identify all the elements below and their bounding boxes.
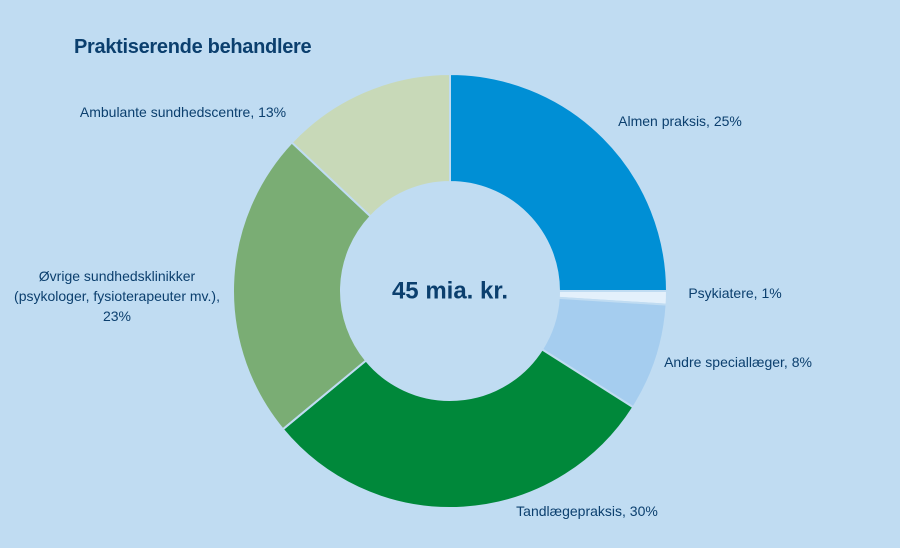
slice-label-4: Øvrige sundhedsklinikker (psykologer, fys… (14, 268, 220, 324)
slice-label-5: Ambulante sundhedscentre, 13% (80, 104, 286, 120)
slice-label-4-line-1: (psykologer, fysioterapeuter mv.), (14, 288, 220, 304)
chart-title: Praktiserende behandlere (74, 36, 312, 58)
slice-4 (232, 141, 372, 431)
slice-label-3: Tandlægepraksis, 30% (516, 503, 658, 519)
slice-0 (449, 72, 669, 292)
slice-label-0: Almen praksis, 25% (618, 113, 742, 129)
donut-slices (232, 72, 669, 509)
donut-hole (342, 183, 558, 399)
slice-labels: Almen praksis, 25% Psykiatere, 1% Andre sp… (14, 104, 812, 519)
donut-center-total: 45 mia. kr. (392, 277, 508, 304)
slice-label-2: Andre speciallæger, 8% (664, 354, 812, 370)
slice-3 (281, 348, 635, 509)
slice-label-4-line-0: Øvrige sundhedsklinikker (39, 268, 196, 284)
slice-label-4-line-2: 23% (103, 308, 131, 324)
slice-label-1: Psykiatere, 1% (688, 285, 781, 301)
slice-5 (290, 72, 451, 218)
